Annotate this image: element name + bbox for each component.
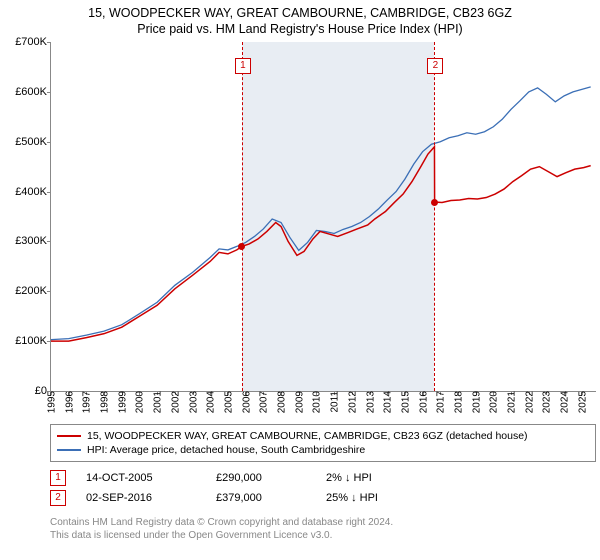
x-axis-label: 2022 xyxy=(522,391,535,413)
y-axis-label: £500K xyxy=(15,136,51,148)
x-axis-label: 2001 xyxy=(151,391,164,413)
x-axis-label: 2025 xyxy=(575,391,588,413)
attribution: Contains HM Land Registry data © Crown c… xyxy=(50,516,596,542)
x-axis-label: 2019 xyxy=(469,391,482,413)
tx-delta: 25% ↓ HPI xyxy=(326,492,378,504)
x-axis-label: 2010 xyxy=(310,391,323,413)
x-axis-label: 2016 xyxy=(416,391,429,413)
x-axis-label: 2013 xyxy=(363,391,376,413)
legend-label-hpi: HPI: Average price, detached house, Sout… xyxy=(87,443,365,457)
series-hpi xyxy=(51,87,591,340)
tx-badge: 1 xyxy=(50,470,66,486)
tx-delta: 2% ↓ HPI xyxy=(326,472,372,484)
legend-row: 15, WOODPECKER WAY, GREAT CAMBOURNE, CAM… xyxy=(57,429,589,443)
x-axis-label: 2024 xyxy=(558,391,571,413)
title-block: 15, WOODPECKER WAY, GREAT CAMBOURNE, CAM… xyxy=(0,0,600,36)
x-axis-label: 2014 xyxy=(381,391,394,413)
legend-swatch-hpi xyxy=(57,449,81,451)
x-axis-label: 1998 xyxy=(98,391,111,413)
series-property xyxy=(51,147,591,341)
tx-price: £290,000 xyxy=(216,472,306,484)
plot-area: £0£100K£200K£300K£400K£500K£600K£700K199… xyxy=(50,42,596,392)
marker-badge: 2 xyxy=(427,58,443,74)
x-axis-label: 1995 xyxy=(45,391,58,413)
y-axis-label: £400K xyxy=(15,186,51,198)
tx-price: £379,000 xyxy=(216,492,306,504)
y-axis-label: £700K xyxy=(15,36,51,48)
legend-swatch-property xyxy=(57,435,81,437)
marker-badge: 1 xyxy=(235,58,251,74)
x-axis-label: 2003 xyxy=(186,391,199,413)
marker-line xyxy=(242,42,243,391)
table-row: 2 02-SEP-2016 £379,000 25% ↓ HPI xyxy=(50,490,596,506)
x-axis-label: 2005 xyxy=(221,391,234,413)
chart: £0£100K£200K£300K£400K£500K£600K£700K199… xyxy=(0,42,600,420)
x-axis-label: 1999 xyxy=(115,391,128,413)
tx-date: 14-OCT-2005 xyxy=(86,472,196,484)
title-subtitle: Price paid vs. HM Land Registry's House … xyxy=(0,22,600,36)
x-axis-label: 1997 xyxy=(80,391,93,413)
y-axis-label: £100K xyxy=(15,335,51,347)
x-axis-label: 2004 xyxy=(204,391,217,413)
x-axis-label: 2008 xyxy=(275,391,288,413)
marker-dot xyxy=(431,199,438,206)
x-axis-label: 2000 xyxy=(133,391,146,413)
x-axis-label: 2011 xyxy=(328,391,341,413)
attrib-line1: Contains HM Land Registry data © Crown c… xyxy=(50,516,596,529)
page: 15, WOODPECKER WAY, GREAT CAMBOURNE, CAM… xyxy=(0,0,600,560)
x-axis-label: 2002 xyxy=(168,391,181,413)
x-axis-label: 2020 xyxy=(487,391,500,413)
legend-row: HPI: Average price, detached house, Sout… xyxy=(57,443,589,457)
x-axis-label: 2009 xyxy=(292,391,305,413)
title-address: 15, WOODPECKER WAY, GREAT CAMBOURNE, CAM… xyxy=(0,6,600,20)
y-axis-label: £200K xyxy=(15,285,51,297)
y-axis-label: £300K xyxy=(15,235,51,247)
x-axis-label: 2007 xyxy=(257,391,270,413)
transaction-table: 1 14-OCT-2005 £290,000 2% ↓ HPI 2 02-SEP… xyxy=(50,470,596,510)
x-axis-label: 2023 xyxy=(540,391,553,413)
x-axis-label: 2017 xyxy=(434,391,447,413)
x-axis-label: 2021 xyxy=(505,391,518,413)
marker-line xyxy=(434,42,435,391)
attrib-line2: This data is licensed under the Open Gov… xyxy=(50,529,596,542)
x-axis-label: 2006 xyxy=(239,391,252,413)
y-axis-label: £600K xyxy=(15,86,51,98)
legend: 15, WOODPECKER WAY, GREAT CAMBOURNE, CAM… xyxy=(50,424,596,462)
tx-date: 02-SEP-2016 xyxy=(86,492,196,504)
tx-badge: 2 xyxy=(50,490,66,506)
x-axis-label: 1996 xyxy=(62,391,75,413)
x-axis-label: 2012 xyxy=(345,391,358,413)
x-axis-label: 2015 xyxy=(398,391,411,413)
x-axis-label: 2018 xyxy=(451,391,464,413)
series-svg xyxy=(51,42,596,391)
table-row: 1 14-OCT-2005 £290,000 2% ↓ HPI xyxy=(50,470,596,486)
legend-label-property: 15, WOODPECKER WAY, GREAT CAMBOURNE, CAM… xyxy=(87,429,528,443)
